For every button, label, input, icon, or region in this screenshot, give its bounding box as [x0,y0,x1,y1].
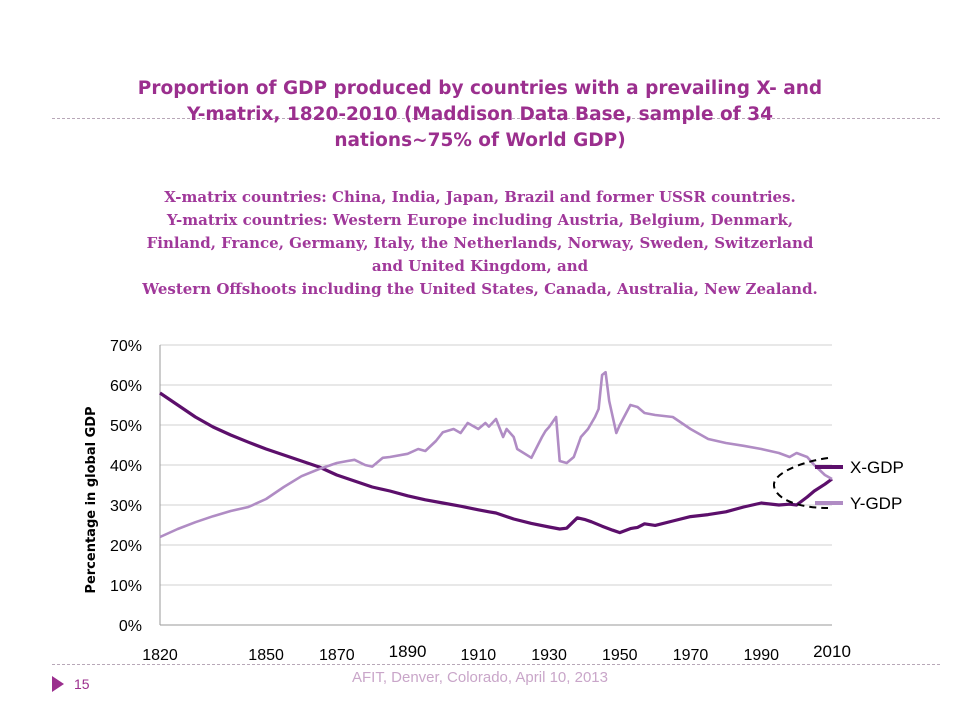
series-lines [159,370,833,539]
subtitle-line-3: Finland, France, Germany, Italy, the Net… [146,234,814,252]
x-tick-label: 1890 [389,642,427,661]
title-line-2: Y-matrix, 1820-2010 (Maddison Data Base,… [187,104,773,125]
x-tick-label: 1870 [319,647,355,664]
subtitle-line-2: Y-matrix countries: Western Europe inclu… [166,211,794,229]
bottom-divider [52,664,940,665]
legend-label-x-gdp: X-GDP [850,458,904,477]
y-tick-label: 0% [119,618,142,635]
x-tick-label: 1820 [142,647,178,664]
title-line-1: Proportion of GDP produced by countries … [137,78,823,99]
top-divider [52,118,940,119]
y-tick-label: 20% [110,538,142,555]
subtitle-line-4: and United Kingdom, and [371,257,589,275]
x-tick-label: 1970 [673,647,709,664]
slide-subtitle: X-matrix countries: China, India, Japan,… [30,186,930,301]
slide-title: Proportion of GDP produced by countries … [40,76,920,154]
legend-label-y-gdp: Y-GDP [850,494,902,513]
y-tick-label: 40% [110,458,142,475]
y-tick-label: 60% [110,378,142,395]
y-tick-label: 70% [110,338,142,355]
y-tick-label: 50% [110,418,142,435]
x-tick-label: 1950 [602,647,638,664]
x-tick-label: 1850 [248,647,284,664]
x-tick-label: 1910 [461,647,497,664]
subtitle-line-5: Western Offshoots including the United S… [142,280,818,298]
x-tick-labels: 1820 1850 1870 1890 1910 1930 1950 1970 1990 2010 [142,642,851,664]
y-tick-label: 10% [110,578,142,595]
series-line-y-gdp [159,370,833,539]
legend: X-GDP Y-GDP [815,458,904,513]
series-line-x-gdp [159,391,833,535]
grid-lines [159,344,832,626]
y-tick-labels: 0% 10% 20% 30% 40% 50% 60% 70% [110,338,142,635]
footer-text: AFIT, Denver, Colorado, April 10, 2013 [352,669,608,686]
slide-bullet-icon [48,674,68,698]
x-tick-label: 1990 [743,647,779,664]
y-axis-label: Percentage in global GDP [84,406,99,593]
x-tick-label: 1930 [531,647,567,664]
subtitle-line-1: X-matrix countries: China, India, Japan,… [164,188,796,206]
x-tick-label: 2010 [813,642,851,661]
title-line-3: nations~75% of World GDP) [334,130,626,151]
y-tick-label: 30% [110,498,142,515]
page-number: 15 [74,676,90,692]
highlight-ellipse [772,457,829,509]
